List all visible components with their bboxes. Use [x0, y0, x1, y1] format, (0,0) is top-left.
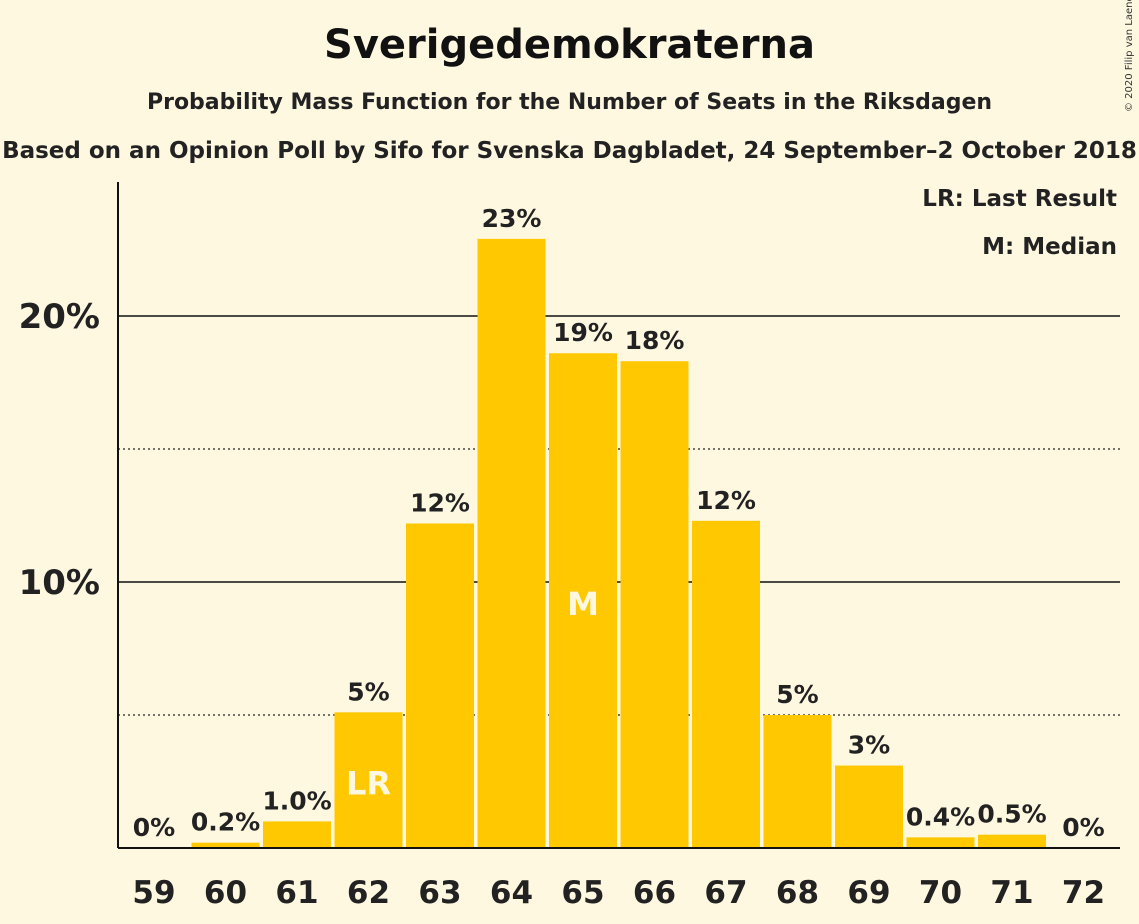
data-label-64: 23% — [482, 204, 542, 233]
bar-63 — [406, 523, 474, 848]
data-label-63: 12% — [410, 488, 470, 517]
x-tick-label-71: 71 — [990, 875, 1033, 911]
legend-last-result: LR: Last Result — [922, 186, 1117, 212]
x-tick-label-65: 65 — [561, 875, 604, 911]
marker-lr: LR — [346, 764, 391, 802]
bar-65 — [549, 353, 617, 848]
bar-71 — [978, 834, 1046, 848]
bar-68 — [763, 715, 832, 848]
x-tick-label-60: 60 — [204, 875, 247, 911]
x-tick-label-70: 70 — [919, 875, 962, 911]
data-label-62: 5% — [347, 677, 389, 706]
data-label-70: 0.4% — [906, 802, 975, 831]
x-tick-label-67: 67 — [704, 875, 747, 911]
data-label-65: 19% — [553, 318, 613, 347]
data-label-68: 5% — [776, 680, 818, 709]
y-tick-label: 20% — [19, 297, 100, 337]
data-label-69: 3% — [848, 731, 890, 760]
chart-title: Sverigedemokraterna — [324, 22, 815, 68]
bar-64 — [477, 238, 546, 849]
marker-m: M — [567, 585, 599, 623]
x-tick-label-59: 59 — [132, 875, 175, 911]
bar-67 — [692, 520, 760, 848]
bar-66 — [620, 361, 689, 848]
x-tick-label-61: 61 — [275, 875, 318, 911]
data-label-67: 12% — [696, 486, 756, 515]
chart-source-line: Based on an Opinion Poll by Sifo for Sve… — [2, 138, 1137, 164]
y-tick-label: 10% — [19, 563, 100, 603]
x-tick-label-66: 66 — [633, 875, 676, 911]
x-tick-label-64: 64 — [490, 875, 533, 911]
data-label-61: 1.0% — [262, 786, 331, 815]
bar-69 — [835, 765, 903, 848]
chart-subtitle: Probability Mass Function for the Number… — [146, 90, 993, 115]
bar-62 — [334, 712, 403, 848]
data-label-71: 0.5% — [977, 800, 1046, 829]
legend-median: M: Median — [982, 234, 1117, 260]
bar-70 — [906, 837, 975, 848]
data-label-66: 18% — [625, 326, 685, 355]
bar-60 — [191, 842, 260, 848]
x-tick-label-72: 72 — [1062, 875, 1105, 911]
x-tick-label-68: 68 — [776, 875, 819, 911]
x-tick-label-69: 69 — [847, 875, 890, 911]
data-label-60: 0.2% — [191, 808, 260, 837]
data-label-59: 0% — [133, 813, 175, 842]
data-label-72: 0% — [1062, 813, 1104, 842]
x-tick-label-63: 63 — [418, 875, 461, 911]
x-tick-label-62: 62 — [347, 875, 390, 911]
bar-61 — [263, 821, 331, 848]
